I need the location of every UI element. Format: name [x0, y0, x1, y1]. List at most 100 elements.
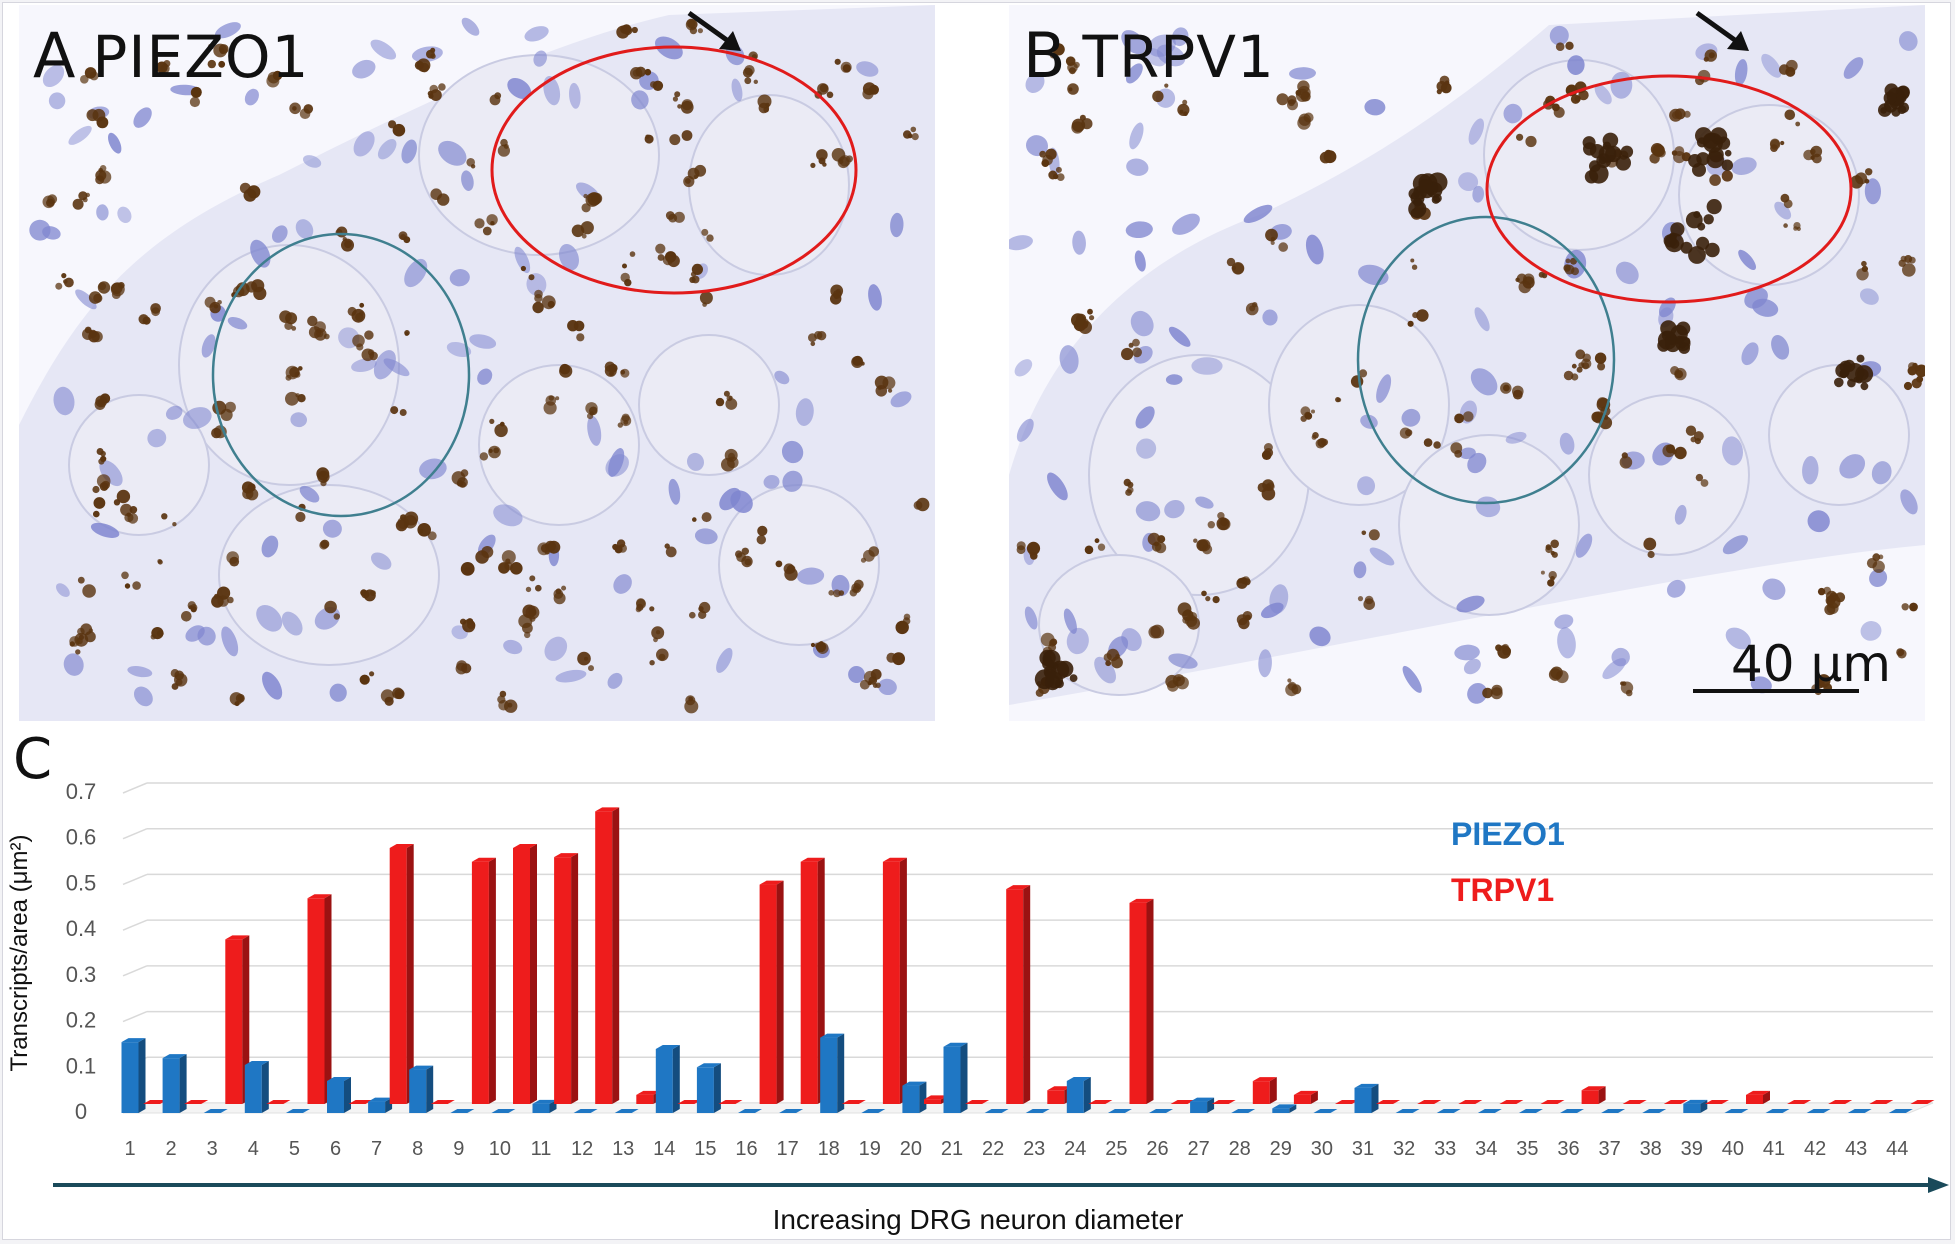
- transcript-dot: [218, 60, 226, 68]
- transcript-dot: [151, 307, 161, 317]
- y-tick-label: 0.1: [66, 1053, 97, 1078]
- transcript-cluster: [1855, 365, 1874, 384]
- transcript-dot: [826, 91, 834, 99]
- x-tick-label: 32: [1393, 1138, 1415, 1160]
- cell-nucleus: [1860, 621, 1882, 641]
- transcript-dot: [547, 540, 561, 554]
- x-tick-label: 6: [330, 1138, 341, 1160]
- cell-nucleus: [493, 504, 523, 527]
- transcript-dot: [323, 333, 330, 340]
- x-tick-label: 19: [859, 1138, 881, 1160]
- trpv1-bar: [1211, 1100, 1236, 1104]
- transcript-dot: [388, 120, 397, 129]
- transcript-dot: [242, 488, 254, 500]
- transcript-dot: [698, 601, 711, 614]
- transcript-dot: [756, 535, 766, 545]
- transcript-dot: [1545, 545, 1553, 554]
- transcript-dot: [816, 642, 829, 654]
- trpv1-bar: [1540, 1100, 1565, 1104]
- trpv1-bar: [1088, 1100, 1113, 1104]
- cell-nucleus: [1357, 476, 1376, 496]
- transcript-dot: [1700, 479, 1709, 487]
- transcript-dot: [1410, 258, 1415, 263]
- transcript-dot: [92, 485, 100, 494]
- cell-nucleus: [322, 519, 342, 538]
- gridline-depth: [122, 1010, 148, 1023]
- cell-nucleus: [1401, 408, 1421, 427]
- transcript-dot: [189, 96, 200, 108]
- transcript-dot: [1783, 199, 1793, 209]
- transcript-dot: [1436, 89, 1442, 95]
- transcript-dot: [403, 236, 411, 244]
- cell-nucleus: [848, 666, 865, 683]
- cell-nucleus: [1871, 461, 1892, 485]
- cell-nucleus: [117, 206, 132, 224]
- cell-nucleus: [147, 428, 167, 448]
- transcript-dot: [1315, 438, 1326, 449]
- transcript-dot: [82, 197, 88, 203]
- piezo1-bar: [738, 1109, 762, 1113]
- cell-nucleus: [1456, 595, 1485, 613]
- transcript-dot: [64, 277, 74, 288]
- x-tick-label: 39: [1681, 1138, 1703, 1160]
- transcript-dot: [1218, 518, 1231, 531]
- transcript-dot: [1878, 554, 1884, 560]
- cell-nucleus: [1129, 122, 1144, 150]
- transcript-dot: [207, 59, 216, 69]
- transcript-dot: [100, 455, 107, 462]
- transcript-dot: [616, 25, 630, 39]
- transcript-dot: [1087, 308, 1093, 315]
- piezo1-bar: [1066, 1077, 1091, 1113]
- transcript-dot: [658, 653, 666, 661]
- transcript-dot: [814, 331, 823, 340]
- transcript-dot: [285, 374, 292, 381]
- cell-nucleus: [1741, 342, 1759, 366]
- trpv1-bar: [266, 1100, 291, 1104]
- transcript-cluster: [1584, 170, 1599, 184]
- transcript-dot: [736, 552, 746, 563]
- transcript-dot: [1620, 681, 1634, 694]
- transcript-dot: [1796, 226, 1801, 231]
- transcript-dot: [1183, 111, 1188, 116]
- transcript-dot: [577, 651, 591, 666]
- transcript-dot: [1555, 42, 1565, 51]
- transcript-dot: [681, 130, 693, 141]
- trpv1-bar: [1622, 1100, 1647, 1104]
- transcript-cluster: [1706, 199, 1722, 215]
- transcript-dot: [1784, 109, 1796, 121]
- transcript-dot: [1565, 258, 1571, 264]
- cell-nucleus: [1072, 230, 1086, 255]
- trpv1-bar: [430, 1100, 455, 1104]
- transcript-dot: [868, 546, 880, 557]
- transcript-dot: [692, 517, 697, 522]
- transcript-dot: [1902, 263, 1916, 277]
- transcript-dot: [645, 134, 650, 139]
- transcript-dot: [1482, 687, 1493, 699]
- cell-nucleus: [1165, 374, 1183, 385]
- transcript-dot: [1350, 375, 1364, 388]
- cell-nucleus: [1898, 31, 1918, 51]
- piezo1-bar: [1313, 1109, 1338, 1113]
- transcript-dot: [1193, 538, 1198, 543]
- cell-nucleus: [1262, 309, 1278, 326]
- transcript-dot: [489, 418, 495, 424]
- transcript-dot: [1048, 170, 1058, 180]
- transcript-dot: [1463, 411, 1474, 422]
- transcript-dot: [786, 564, 796, 574]
- cell-nucleus: [1016, 418, 1034, 442]
- x-tick-label: 40: [1722, 1138, 1744, 1160]
- piezo1-bar: [162, 1054, 187, 1113]
- cell-nucleus: [1771, 334, 1790, 360]
- x-tick-label: 15: [694, 1138, 716, 1160]
- transcript-dot: [810, 642, 816, 648]
- gridline-depth: [122, 828, 148, 840]
- transcript-dot: [689, 611, 696, 619]
- cell-nucleus: [774, 370, 790, 385]
- transcript-dot: [369, 351, 378, 361]
- transcript-dot: [1901, 603, 1909, 611]
- cell-nucleus: [1761, 53, 1782, 78]
- transcript-dot: [828, 590, 834, 596]
- transcript-dot: [1185, 614, 1198, 628]
- transcript-dot: [494, 423, 508, 438]
